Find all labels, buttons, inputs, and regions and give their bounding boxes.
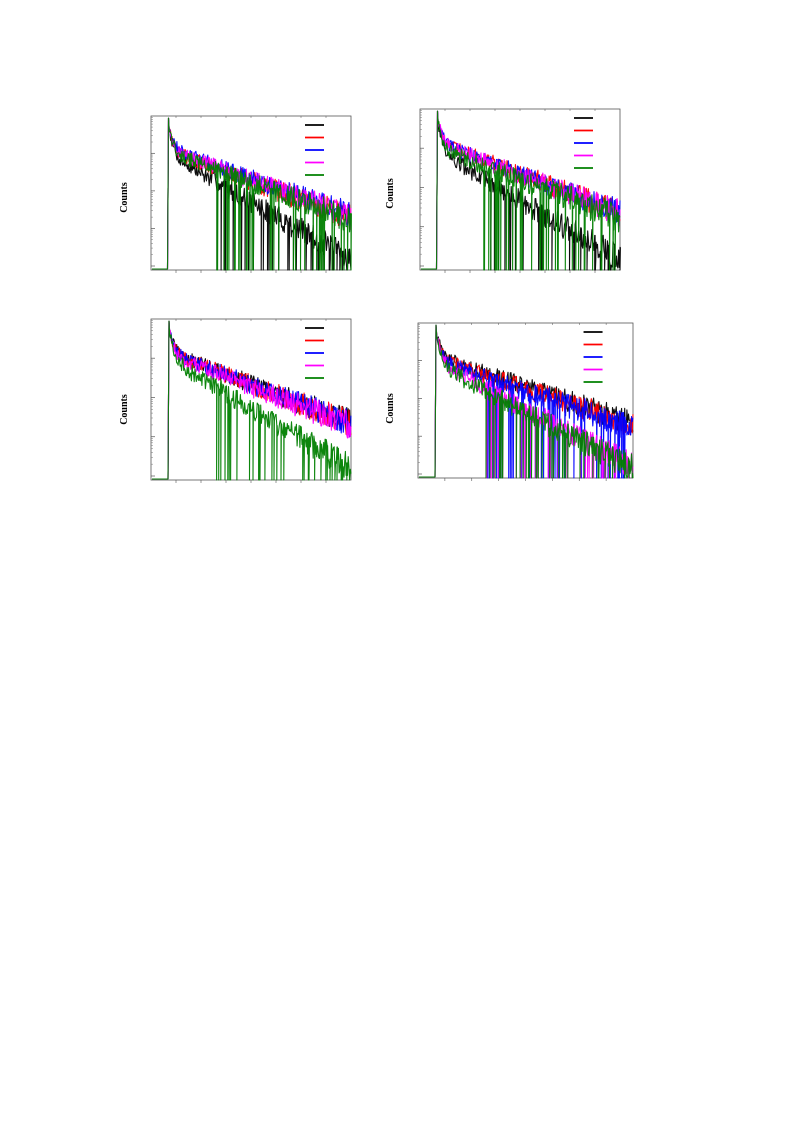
decay-series-4 xyxy=(421,110,621,270)
plot-area xyxy=(419,108,621,273)
decay-series-5 xyxy=(152,320,352,481)
plot-area xyxy=(150,318,352,483)
chart-panel-2: Counts xyxy=(381,100,631,300)
decay-series-1 xyxy=(421,110,621,271)
y-axis-label: Counts xyxy=(384,393,396,424)
chart-panel-1: Counts xyxy=(115,104,365,304)
plot-area xyxy=(417,322,634,481)
plot-area xyxy=(150,115,352,273)
decay-series-3 xyxy=(419,324,634,479)
chart-panel-3: Counts xyxy=(115,312,365,512)
decay-series-5 xyxy=(419,324,634,479)
y-axis-label: Counts xyxy=(384,178,396,209)
decay-series-5 xyxy=(421,110,621,271)
decay-series-4 xyxy=(152,320,352,480)
y-axis-label: Counts xyxy=(118,182,130,213)
y-axis-label: Counts xyxy=(118,394,130,425)
chart-panel-4: Counts xyxy=(381,315,634,515)
decay-series-4 xyxy=(152,117,352,270)
decay-series-5 xyxy=(152,117,352,271)
